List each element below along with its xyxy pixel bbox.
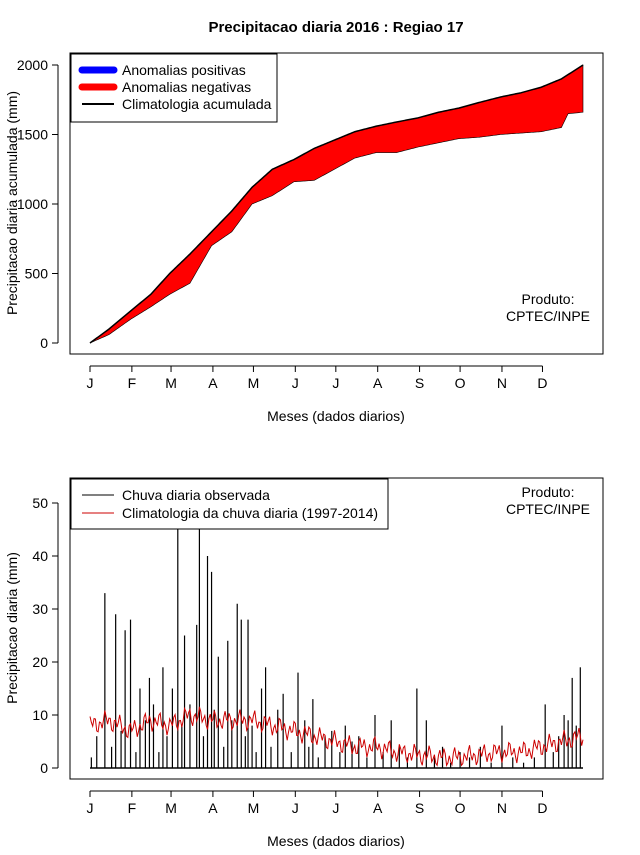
top-x-tick-label: J — [332, 375, 339, 391]
bottom-x-tick-label: J — [332, 800, 339, 816]
top-note-line1: Produto: — [522, 291, 575, 307]
bottom-x-tick-label: M — [248, 800, 260, 816]
bottom-y-tick-label: 40 — [32, 548, 48, 564]
top-y-tick-label: 0 — [40, 335, 48, 351]
top-y-label: Precipitacao diaria acumulada (mm) — [4, 91, 20, 315]
bottom-lines — [89, 706, 584, 768]
legend-label-daily-climatology: Climatologia da chuva diaria (1997-2014) — [122, 505, 378, 521]
top-y-tick-label: 500 — [25, 266, 49, 282]
bottom-note-line1: Produto: — [522, 484, 575, 500]
bottom-y-tick-label: 20 — [32, 654, 48, 670]
bottom-x-tick-label: O — [455, 800, 466, 816]
legend-label-observed: Chuva diaria observada — [122, 487, 270, 503]
top-x-tick-label: S — [415, 375, 424, 391]
bottom-y-tick-label: 10 — [32, 707, 48, 723]
top-x-tick-label: D — [537, 375, 547, 391]
bottom-x-label: Meses (dados diarios) — [267, 833, 405, 849]
top-x-tick-label: N — [497, 375, 507, 391]
bottom-x-tick-label: A — [208, 800, 218, 816]
top-x-tick-label: A — [373, 375, 383, 391]
top-x-tick-label: O — [455, 375, 466, 391]
top-x-tick-label: A — [208, 375, 218, 391]
legend-label-positive: Anomalias positivas — [122, 62, 246, 78]
top-y-tick-label: 1500 — [17, 127, 48, 143]
page-title: Precipitacao diaria 2016 : Regiao 17 — [208, 19, 463, 36]
bottom-x-tick-label: J — [292, 800, 299, 816]
top-lines — [89, 64, 584, 344]
bottom-y-tick-label: 30 — [32, 601, 48, 617]
top-legend: Anomalias positivas Anomalias negativas … — [70, 53, 278, 123]
top-x-tick-label: F — [128, 375, 137, 391]
bottom-y-axis: 0 10 20 30 40 50 — [32, 495, 59, 776]
top-y-tick-label: 2000 — [17, 57, 48, 73]
bottom-x-tick-label: J — [87, 800, 94, 816]
climatology-accum-line — [89, 64, 584, 344]
top-x-tick-label: M — [248, 375, 260, 391]
bottom-legend-box — [70, 478, 389, 530]
top-chart: 0 500 1000 1500 2000 J F M A M J J A S O N D Meses (dad… — [4, 52, 604, 424]
bottom-x-tick-label: A — [373, 800, 383, 816]
top-plot-frame — [69, 52, 604, 355]
bottom-x-tick-label: M — [165, 800, 177, 816]
bottom-chart: 0 10 20 30 40 50 J F M A M J J A S O N D Meses (dados di… — [4, 477, 604, 849]
bottom-x-tick-label: F — [128, 800, 137, 816]
bottom-y-tick-label: 0 — [40, 760, 48, 776]
bottom-x-tick-label: S — [415, 800, 424, 816]
bottom-x-tick-label: D — [537, 800, 547, 816]
daily-climatology-line — [89, 706, 584, 768]
top-y-axis: 0 500 1000 1500 2000 — [17, 57, 59, 351]
observed-rain-bars — [90, 492, 583, 769]
bottom-note-line2: CPTEC/INPE — [506, 501, 590, 517]
bottom-plot-frame — [69, 477, 604, 780]
top-x-tick-label: J — [87, 375, 94, 391]
top-y-tick-label: 1000 — [17, 196, 48, 212]
legend-label-climatology: Climatologia acumulada — [122, 96, 272, 112]
top-x-label: Meses (dados diarios) — [267, 408, 405, 424]
bottom-y-label: Precipitacao diaria (mm) — [4, 552, 20, 704]
bottom-legend: Chuva diaria observada Climatologia da c… — [70, 478, 389, 530]
top-x-tick-label: J — [292, 375, 299, 391]
legend-label-negative: Anomalias negativas — [122, 79, 251, 95]
top-note-line2: CPTEC/INPE — [506, 308, 590, 324]
bottom-x-tick-label: N — [497, 800, 507, 816]
top-x-tick-label: M — [165, 375, 177, 391]
bottom-y-tick-label: 50 — [32, 495, 48, 511]
